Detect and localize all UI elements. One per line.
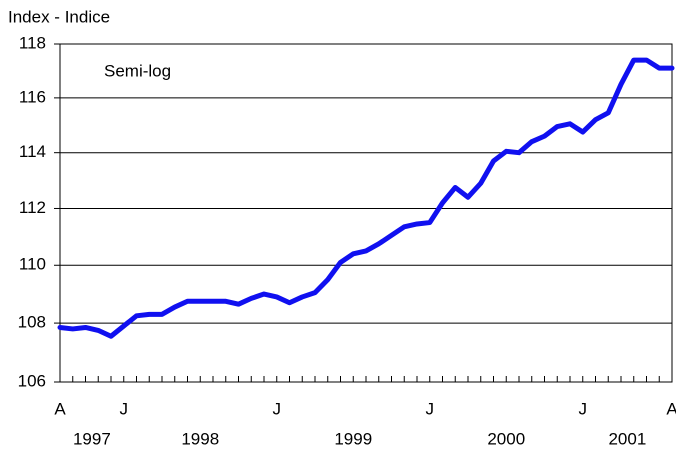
y-tick-label: 112 [19, 198, 46, 217]
x-tick-label: J [579, 399, 588, 418]
x-tick-label: A [666, 399, 676, 418]
y-tick-label: 116 [19, 87, 46, 106]
year-label: 2000 [487, 429, 525, 448]
y-tick-label: 108 [18, 313, 46, 332]
x-tick-label: A [54, 399, 66, 418]
x-tick-label: J [426, 399, 435, 418]
year-label: 2001 [608, 429, 646, 448]
y-tick-label: 118 [19, 33, 46, 52]
y-axis-label: Index - Indice [8, 7, 110, 26]
y-tick-label: 110 [19, 255, 46, 274]
y-tick-label: 114 [19, 142, 46, 161]
x-tick-label: J [273, 399, 282, 418]
year-label: 1997 [73, 429, 111, 448]
data-line [57, 57, 675, 339]
y-tick-label: 106 [18, 371, 46, 390]
annotation: Semi-log [104, 61, 171, 80]
year-label: 1999 [334, 429, 372, 448]
plot-frame [59, 43, 673, 383]
x-tick-label: J [120, 399, 129, 418]
year-label: 1998 [181, 429, 219, 448]
